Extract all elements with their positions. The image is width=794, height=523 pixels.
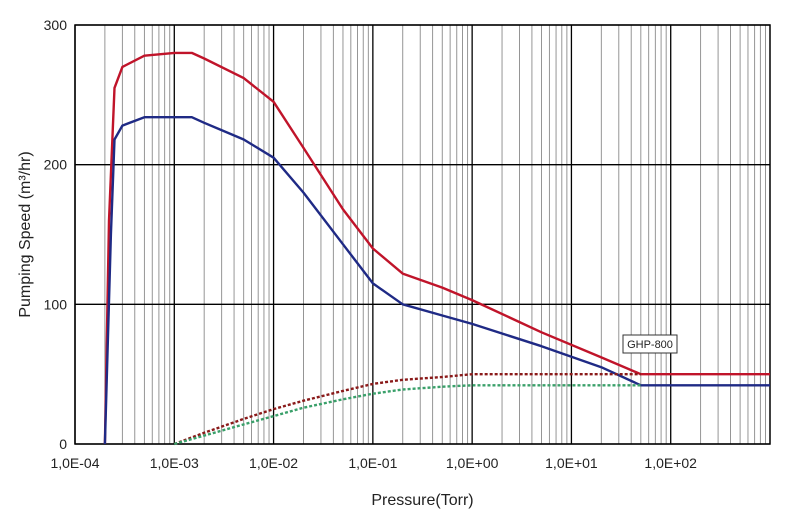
x-tick-label: 1,0E-04 — [50, 455, 99, 471]
series-line-3 — [173, 373, 641, 446]
x-tick-label: 1,0E+01 — [545, 455, 598, 471]
x-tick-label: 1,0E-03 — [150, 455, 199, 471]
x-tick-label: 1,0E+02 — [644, 455, 697, 471]
model-annotation-box — [622, 334, 678, 354]
y-tick-label: 300 — [44, 17, 68, 33]
x-tick-label: 1,0E+00 — [446, 455, 499, 471]
model-annotation: GHP-800 — [622, 334, 678, 354]
y-tick-label: 0 — [59, 436, 67, 452]
plot-frame — [74, 24, 771, 445]
series-line-4 — [173, 384, 641, 446]
series-layer — [103, 51, 770, 446]
y-axis-title: Pumping Speed (m³/hr) — [17, 151, 34, 317]
series-line-1 — [103, 51, 770, 445]
model-annotation-label: GHP-800 — [627, 339, 673, 351]
x-tick-label: 1,0E-02 — [249, 455, 298, 471]
y-tick-labels: 0 100 200 300 — [44, 17, 68, 452]
x-axis-title: Pressure(Torr) — [371, 492, 473, 509]
y-tick-label: 200 — [44, 157, 68, 173]
y-tick-label: 100 — [44, 296, 68, 312]
x-tick-labels: 1,0E-04 1,0E-03 1,0E-02 1,0E-01 1,0E+00 1,0E+… — [50, 455, 697, 471]
series-line-2 — [103, 116, 770, 445]
x-tick-label: 1,0E-01 — [348, 455, 397, 471]
